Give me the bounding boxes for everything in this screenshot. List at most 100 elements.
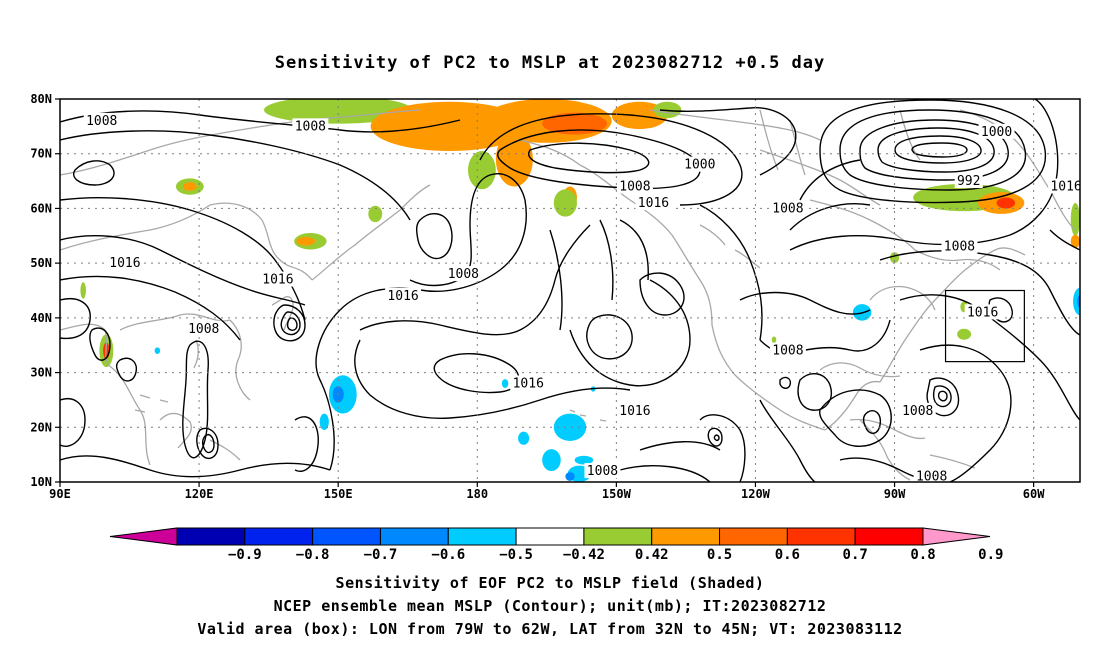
shaded-patch-23 [957, 328, 972, 340]
shaded-patch-33 [542, 449, 561, 472]
lat-tick-label: 30N [30, 366, 52, 380]
caption-line-3: Valid area (box): LON from 79W to 62W, L… [197, 620, 902, 638]
contour-label: 1016 [109, 256, 140, 271]
coastlines [60, 109, 1076, 481]
map-title: Sensitivity of PC2 to MSLP at 2023082712… [275, 53, 826, 73]
contour-label: 1016 [262, 273, 293, 288]
lon-tick-label: 120W [741, 487, 771, 501]
lat-tick-label: 20N [30, 420, 52, 434]
shaded-patch-30 [501, 379, 509, 388]
mslp-contours [60, 99, 1080, 482]
lon-tick-label: 180 [466, 487, 488, 501]
lat-tick-label: 80N [30, 92, 52, 106]
shaded-patch-13 [1070, 202, 1080, 236]
caption-line-1: Sensitivity of EOF PC2 to MSLP field (Sh… [336, 574, 765, 592]
colorbar-swatch [786, 527, 856, 546]
colorbar-label: −0.5 [499, 547, 533, 563]
colorbar-swatch [515, 527, 585, 546]
gridlines [60, 99, 1080, 482]
lat-tick-label: 10N [30, 475, 52, 489]
lat-tick-label: 70N [30, 147, 52, 161]
shaded-patch-40 [154, 347, 161, 354]
contour-label: 1008 [772, 344, 803, 359]
shaded-patch-5 [495, 131, 533, 187]
caption-line-2: NCEP ensemble mean MSLP (Contour); unit(… [274, 597, 827, 615]
colorbar-label: 0.42 [635, 547, 669, 563]
shaded-patch-31 [553, 413, 587, 441]
contour-label: 1008 [916, 470, 947, 485]
colorbar-swatch [854, 527, 924, 546]
contour-label: 1008 [619, 180, 650, 195]
colorbar-swatch [312, 527, 381, 546]
shaded-patch-3 [542, 112, 608, 135]
contour-label: 1016 [638, 196, 669, 211]
lon-tick-label: 90E [49, 487, 71, 501]
lon-tick-label: 90W [884, 487, 906, 501]
colorbar-swatch [719, 527, 788, 546]
colorbar-high-triangle [922, 527, 991, 546]
shaded-patch-6 [468, 150, 496, 190]
contour-label: 1016 [967, 305, 998, 320]
colorbar-swatch [244, 527, 314, 546]
shaded-patch-17 [182, 182, 197, 191]
colorbar-swatch [583, 527, 653, 546]
contour-label: 1008 [587, 464, 618, 479]
contour-label: 1000 [684, 158, 715, 173]
contour-label: 1008 [772, 201, 803, 216]
shaded-patch-20 [368, 205, 383, 223]
colorbar-label: −0.9 [228, 547, 262, 563]
lon-tick-label: 150W [602, 487, 632, 501]
colorbar-label: 0.6 [775, 547, 800, 563]
colorbar-swatch [651, 527, 721, 546]
colorbar-label: 0.8 [910, 547, 935, 563]
contour-label: 1008 [86, 114, 117, 129]
colorbar-label: −0.8 [296, 547, 330, 563]
contour-label: 1016 [513, 377, 544, 392]
colorbar-swatch [379, 527, 449, 546]
contour-label: 1008 [902, 404, 933, 419]
colorbar-low-triangle [109, 527, 178, 546]
valid-area-box [944, 289, 1025, 363]
shaded-patch-24 [771, 336, 777, 344]
colorbar: −0.9 −0.8 −0.7 −0.6 −0.5 −0.42 0.42 0.5 0.6 0.7 0.… [109, 527, 1003, 563]
lat-tick-label: 50N [30, 256, 52, 270]
map-frame [59, 98, 1081, 483]
contour-label: 1016 [619, 404, 650, 419]
shaded-patch-12 [996, 197, 1016, 209]
contour-label: 1016 [1050, 180, 1081, 195]
longitude-tick-labels: 90E 120E 150E 180 150W 120W 90W 60W [49, 482, 1045, 501]
colorbar-label: −0.42 [563, 547, 605, 563]
colorbar-label: −0.6 [431, 547, 465, 563]
lon-tick-label: 150E [324, 487, 353, 501]
shaded-patch-14 [1070, 234, 1080, 248]
colorbar-swatch [176, 527, 246, 546]
shaded-patch-26 [80, 282, 86, 299]
colorbar-label: −0.7 [364, 547, 398, 563]
lat-tick-label: 60N [30, 201, 52, 215]
colorbar-label: 0.7 [843, 547, 868, 563]
shaded-patch-35 [565, 472, 575, 481]
lon-tick-label: 60W [1023, 487, 1045, 501]
shaded-patch-36 [574, 455, 594, 465]
shaded-patch-32 [518, 431, 530, 445]
shaded-patch-9 [553, 189, 577, 217]
shaded-patch-29 [319, 413, 329, 431]
lat-tick-label: 40N [30, 311, 52, 325]
colorbar-label: 0.9 [978, 547, 1003, 563]
contour-label: 1016 [387, 289, 418, 304]
contour-label: 992 [957, 174, 980, 189]
colorbar-swatch [447, 527, 517, 546]
contour-label: 1008 [944, 240, 975, 255]
lon-tick-label: 120E [185, 487, 214, 501]
contour-label: 1008 [448, 267, 479, 282]
shaded-patch-19 [296, 236, 315, 246]
contour-label: 1000 [981, 125, 1012, 140]
colorbar-label: 0.5 [707, 547, 732, 563]
contour-label: 1008 [295, 119, 326, 134]
shaded-patch-38 [1073, 287, 1080, 316]
contour-label: 1008 [188, 322, 219, 337]
latitude-tick-labels: 80N 70N 60N 50N 40N 30N 20N 10N [30, 92, 60, 489]
shaded-patch-0 [264, 99, 413, 124]
